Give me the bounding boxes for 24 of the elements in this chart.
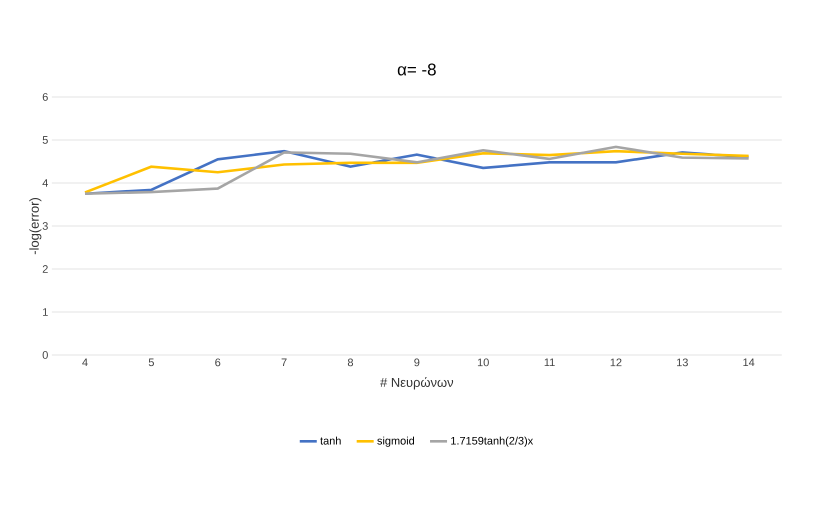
- x-tick-label: 6: [215, 358, 220, 366]
- x-tick-label: 5: [148, 358, 154, 366]
- y-axis-title: -log(error): [29, 198, 42, 254]
- legend-label: 1.7159tanh(2/3)x: [451, 436, 534, 447]
- x-tick-label: 14: [743, 358, 754, 366]
- x-tick-label: 11: [544, 358, 555, 366]
- x-tick-label: 13: [677, 358, 688, 366]
- x-tick-label: 8: [348, 358, 354, 366]
- x-axis-title: # Νευρώνων: [380, 377, 454, 390]
- y-tick-label: 3: [42, 222, 48, 230]
- y-tick-label: 5: [42, 136, 48, 144]
- chart-title: α= -8: [398, 63, 436, 76]
- x-tick-label: 7: [282, 358, 287, 366]
- x-tick-label: 12: [610, 358, 622, 366]
- y-tick-label: 2: [42, 265, 48, 273]
- x-tick-label: 10: [478, 358, 489, 366]
- x-tick-label: 9: [414, 358, 420, 366]
- y-tick-label: 0: [42, 351, 48, 359]
- legend-label: tanh: [320, 436, 341, 445]
- x-tick-label: 4: [82, 358, 88, 366]
- y-tick-label: 1: [43, 308, 48, 316]
- legend-label: sigmoid: [377, 436, 414, 447]
- y-tick-label: 6: [42, 93, 48, 101]
- y-tick-label: 4: [42, 179, 48, 187]
